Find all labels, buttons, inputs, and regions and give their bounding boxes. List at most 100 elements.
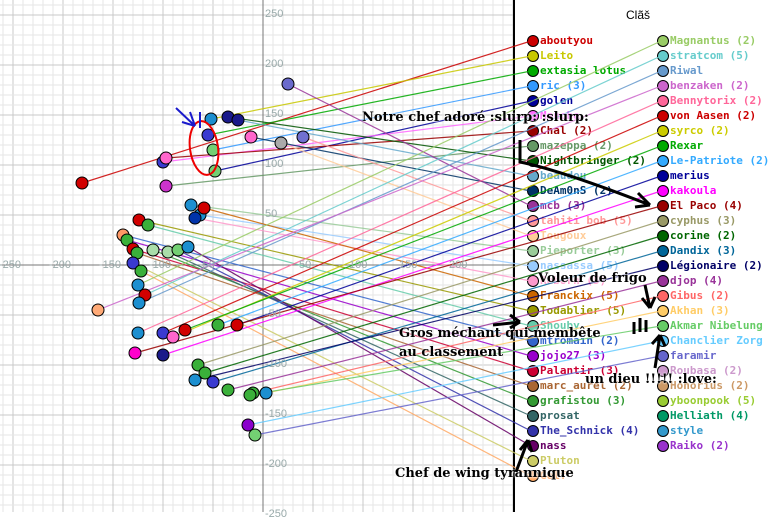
y-tick-label: 50 <box>265 208 278 220</box>
legend-label: golen <box>540 94 574 107</box>
legend-label: The_Schnick (4) <box>540 424 640 437</box>
legend-label: Pluton <box>540 454 580 467</box>
legend-swatch <box>527 140 539 152</box>
legend-swatch <box>527 125 539 137</box>
legend-swatch <box>527 440 539 452</box>
legend-swatch <box>527 230 539 242</box>
legend-swatch <box>527 365 539 377</box>
legend-label: Bennytorix (2) <box>670 94 763 107</box>
legend-label: benzaken (2) <box>670 79 750 92</box>
legend-label: von Aasen (2) <box>670 109 757 122</box>
x-tick-label: 100 <box>349 259 368 271</box>
legend-swatch <box>657 95 669 107</box>
legend-label: Leito <box>540 49 574 62</box>
y-tick-label: 150 <box>265 108 284 120</box>
legend-swatch <box>527 65 539 77</box>
legend-swatch <box>657 215 669 227</box>
legend-label: Gibus (2) <box>670 289 730 302</box>
legend-swatch <box>657 350 669 362</box>
legend-swatch <box>657 440 669 452</box>
legend-swatch <box>657 155 669 167</box>
legend-swatch <box>657 185 669 197</box>
legend-swatch <box>657 200 669 212</box>
legend-label: Todablier (5) <box>540 304 627 317</box>
x-tick-label: -250 <box>0 259 22 271</box>
legend-label: Riwal <box>670 64 704 77</box>
legend-swatch <box>527 245 539 257</box>
legend-swatch <box>527 380 539 392</box>
legend-swatch <box>527 410 539 422</box>
legend-swatch <box>657 245 669 257</box>
legend-swatch <box>657 35 669 47</box>
legend-swatch <box>657 50 669 62</box>
legend-swatch <box>657 335 669 347</box>
x-tick-label: 150 <box>399 259 418 271</box>
x-tick-label: -100 <box>149 259 172 271</box>
scatter-plot <box>0 0 513 512</box>
legend-label: Rexar <box>670 139 704 152</box>
legend-swatch <box>657 65 669 77</box>
legend-label: Légionaire (2) <box>670 259 763 272</box>
legend-label: Chanclier Zorg <box>670 334 763 347</box>
annotation-voleur: Voleur de frigo <box>538 271 647 286</box>
legend-label: Pieporter (3) <box>540 244 627 257</box>
legend-label: Nightbringer (2) <box>540 154 646 167</box>
legend-label: cyphus (3) <box>670 214 737 227</box>
legend-label: Raiko (2) <box>670 439 730 452</box>
legend-label: mcb (3) <box>540 199 587 212</box>
x-tick-label: -200 <box>49 259 72 271</box>
legend-label: Dandix (3) <box>670 244 737 257</box>
legend-swatch <box>527 215 539 227</box>
legend-label: El Paco (4) <box>670 199 743 212</box>
legend-swatch <box>527 95 539 107</box>
legend-label: Golf <box>540 469 567 482</box>
x-tick-label: -50 <box>199 259 215 271</box>
legend-label: kakoula <box>670 184 717 197</box>
y-tick-label: -200 <box>265 458 288 470</box>
legend-label: Chal (2) <box>540 124 593 137</box>
legend-label: stratcom (5) <box>670 49 750 62</box>
y-tick-label: -150 <box>265 408 288 420</box>
legend-label: Honorius (2) <box>670 379 750 392</box>
legend-label: Franckix (5) <box>540 289 620 302</box>
legend-swatch <box>657 290 669 302</box>
legend-swatch <box>527 200 539 212</box>
y-tick-label: -50 <box>265 308 281 320</box>
legend-swatch <box>527 290 539 302</box>
legend-label: yboonpook (5) <box>670 394 757 407</box>
annotation-wing: Chef de wing tyrannique <box>395 466 574 481</box>
legend-label: jojo27 (3) <box>540 349 607 362</box>
legend-swatch <box>657 110 669 122</box>
legend-label: faramir <box>670 349 717 362</box>
x-tick-label: 200 <box>449 259 468 271</box>
legend-swatch <box>527 395 539 407</box>
legend-swatch <box>657 320 669 332</box>
legend-swatch <box>527 305 539 317</box>
legend-panel: Clãš aboutyou Leito extasia lotus ric (3) go… <box>513 0 768 512</box>
legend-swatch <box>527 170 539 182</box>
annotation-dieu: un dieu !!!!! :love: <box>585 372 717 387</box>
legend-label: style <box>670 424 704 437</box>
plot-area <box>0 0 513 512</box>
legend-swatch <box>527 350 539 362</box>
legend-swatch <box>657 275 669 287</box>
legend-label: Magnantus (2) <box>670 34 757 47</box>
x-tick-label: 50 <box>299 259 312 271</box>
legend-label: ric (3) <box>540 79 587 92</box>
legend-label: Akmar Nibelung <box>670 319 763 332</box>
annotation-mechant-1: Gros méchant qui membête <box>399 326 601 341</box>
legend-label: Helliath (4) <box>670 409 750 422</box>
legend-swatch <box>657 230 669 242</box>
legend-label: extasia lotus <box>540 64 627 77</box>
legend-label: beaudou <box>540 169 587 182</box>
legend-swatch <box>527 50 539 62</box>
legend-label: Le-Patriote (2) <box>670 154 768 167</box>
legend-label: corine (2) <box>670 229 737 242</box>
legend-label: merius <box>670 169 710 182</box>
legend-swatch <box>657 305 669 317</box>
legend-swatch <box>527 35 539 47</box>
legend-swatch <box>657 170 669 182</box>
legend-swatch <box>527 425 539 437</box>
legend-label: DeAm0nS (2) <box>540 184 613 197</box>
legend-label: aboutyou <box>540 34 593 47</box>
